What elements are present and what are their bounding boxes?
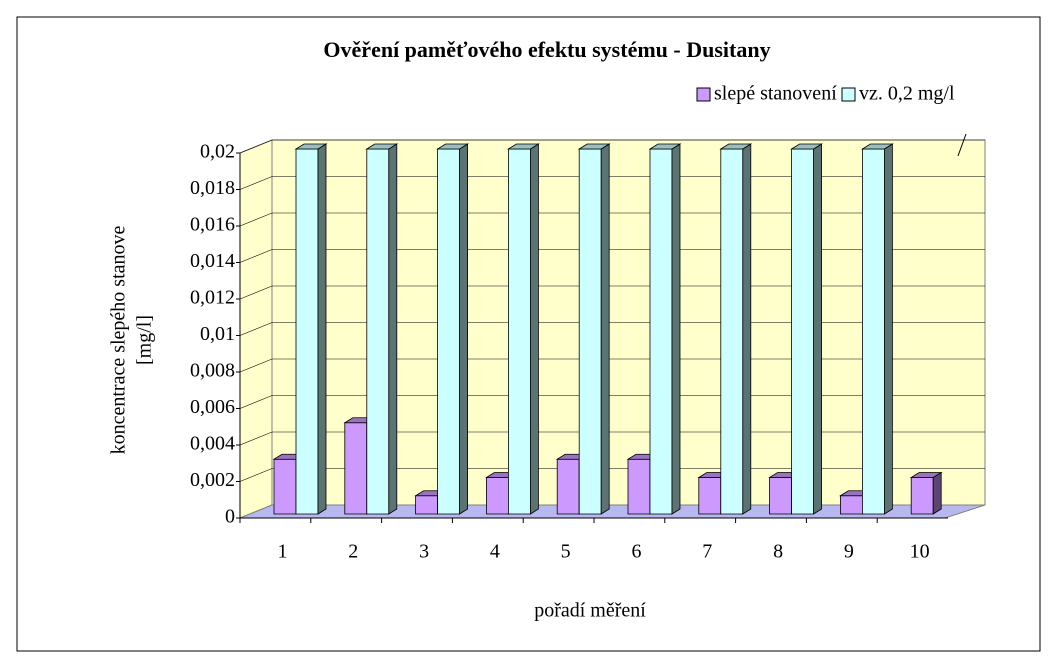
y-tick-label: 0,002 xyxy=(190,469,235,491)
y-tick-label: 0,004 xyxy=(190,433,235,455)
bar xyxy=(294,143,328,515)
annotation-line xyxy=(957,133,967,157)
bar-face xyxy=(294,143,328,150)
bar-face xyxy=(365,143,399,150)
bar-face xyxy=(344,422,368,515)
bar-face xyxy=(366,148,390,515)
bar-face xyxy=(790,143,823,150)
bar-face xyxy=(791,148,814,515)
x-axis-label: pořadí měření xyxy=(534,600,646,622)
bar-face xyxy=(698,477,722,515)
bar-face xyxy=(742,143,752,515)
bar-face xyxy=(862,148,885,515)
bar xyxy=(648,143,682,515)
y-tick-label: 0,016 xyxy=(190,214,235,236)
bar-face xyxy=(813,143,822,515)
x-tick-label: 7 xyxy=(702,541,712,563)
bar-face xyxy=(671,143,681,515)
bar xyxy=(719,143,753,515)
legend-label: slepé stanovení xyxy=(714,83,837,105)
bar-face xyxy=(273,458,297,515)
bar-face xyxy=(317,143,327,515)
legend-label: vz. 0,2 mg/l xyxy=(859,83,955,105)
bar xyxy=(507,143,540,515)
bar-face xyxy=(884,143,893,515)
x-tick-label: 1 xyxy=(277,541,287,563)
x-tick-label: 4 xyxy=(490,541,500,563)
bar-face xyxy=(840,495,863,515)
bar-face xyxy=(437,148,461,515)
bar-face xyxy=(415,495,439,515)
bar-face xyxy=(578,148,602,515)
bar xyxy=(909,471,943,515)
y-tick-label: 0 xyxy=(225,506,235,528)
x-tick-label: 9 xyxy=(844,541,854,563)
legend-swatch xyxy=(841,87,856,102)
bar-face xyxy=(600,143,610,515)
x-tick-label: 2 xyxy=(348,541,358,563)
bar xyxy=(436,143,469,515)
bar-face xyxy=(627,458,651,515)
bar-face xyxy=(649,148,673,515)
bar xyxy=(577,143,611,515)
bar xyxy=(790,143,823,515)
y-tick-label: 0,012 xyxy=(190,287,235,309)
y-tick-label: 0,014 xyxy=(190,250,235,272)
bar-face xyxy=(648,143,682,150)
bar-face xyxy=(530,143,539,515)
y-tick-label: 0,006 xyxy=(190,396,235,418)
y-tick-label: 0,02 xyxy=(200,141,235,163)
y-axis-label: [mg/l] xyxy=(134,315,156,365)
bar-face xyxy=(507,143,540,150)
bar-face xyxy=(388,143,398,515)
grid-line xyxy=(239,139,985,154)
bar-face xyxy=(295,148,319,515)
bar-face xyxy=(507,148,531,515)
bar-face xyxy=(556,458,580,515)
bar-face xyxy=(577,143,611,150)
legend-swatch xyxy=(696,87,711,102)
bar xyxy=(365,143,399,515)
x-tick-label: 8 xyxy=(773,541,783,563)
y-tick-label: 0,01 xyxy=(200,323,235,345)
y-tick-label: 0,008 xyxy=(190,360,235,382)
x-tick-label: 10 xyxy=(910,541,930,563)
bar xyxy=(861,143,894,515)
y-tick-label: 0,018 xyxy=(190,177,235,199)
bar-face xyxy=(720,148,744,515)
bar-face xyxy=(769,477,792,515)
x-tick-label: 5 xyxy=(561,541,571,563)
bar-face xyxy=(861,143,894,150)
bar-face xyxy=(719,143,753,150)
bar-face xyxy=(485,477,509,515)
x-tick-label: 3 xyxy=(419,541,429,563)
x-tick-label: 6 xyxy=(631,541,641,563)
bar-face xyxy=(932,471,942,515)
y-axis-label: koncentrace slepého stanove xyxy=(108,225,130,454)
bar-face xyxy=(459,143,469,515)
bar-face xyxy=(436,143,469,150)
bar-face xyxy=(910,477,934,515)
chart-title: Ověření paměťového efektu systému - Dusi… xyxy=(323,37,770,62)
bar-face xyxy=(909,472,943,478)
